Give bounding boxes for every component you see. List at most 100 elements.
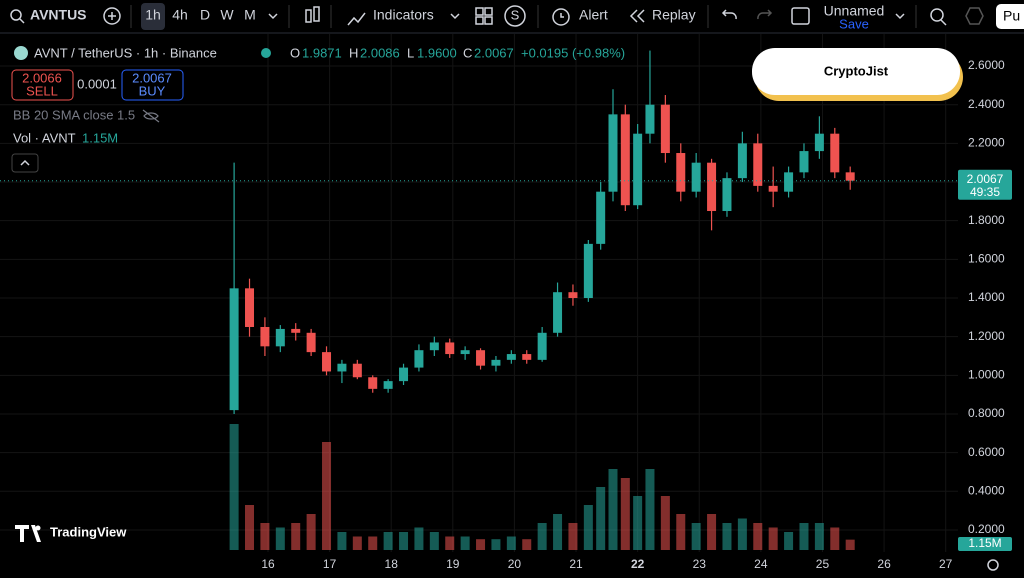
volume-bar xyxy=(608,469,618,550)
y-tick-label: 1.6000 xyxy=(968,252,1005,266)
volume-badge xyxy=(958,537,1012,551)
buy-label[interactable]: BUY xyxy=(139,83,166,98)
s-badge[interactable]: S xyxy=(511,7,520,22)
sell-price[interactable]: 2.0066 xyxy=(22,70,62,85)
y-tick-label: 1.8000 xyxy=(968,213,1005,227)
volume-bar xyxy=(676,514,686,550)
legend: AVNT / TetherUS · 1h · Binance O 1.9871 … xyxy=(11,45,625,173)
candle-body xyxy=(229,288,239,411)
alert-button[interactable]: Alert xyxy=(579,7,608,23)
candle-body xyxy=(784,172,794,192)
interval[interactable]: 4h xyxy=(172,7,188,23)
candle-body xyxy=(707,162,717,212)
ohlc-label: O xyxy=(290,45,300,60)
volume-bar xyxy=(352,536,362,550)
candle-body xyxy=(368,377,378,389)
candle-body xyxy=(768,185,778,192)
volume-bar xyxy=(830,527,840,550)
candle-body xyxy=(660,104,670,154)
volume-bar xyxy=(429,532,439,550)
volume-bar xyxy=(707,514,717,550)
volume-bar xyxy=(722,523,732,550)
ohlc-value: 2.0086 xyxy=(360,45,400,60)
x-tick-label: 18 xyxy=(385,557,399,571)
x-tick-label: 23 xyxy=(693,557,707,571)
candle-body xyxy=(506,354,516,360)
x-tick-label: 20 xyxy=(508,557,522,571)
volume-bar xyxy=(399,532,409,550)
vol-value: 1.15M xyxy=(82,130,118,145)
volume-bar xyxy=(814,523,824,550)
publish-button[interactable]: Pu xyxy=(1003,8,1020,24)
candle-body xyxy=(722,178,732,212)
layout-save[interactable]: Save xyxy=(839,16,869,31)
candle-body xyxy=(245,288,255,327)
volume-bar xyxy=(537,523,547,550)
replay-button[interactable]: Replay xyxy=(652,7,696,23)
x-tick-label: 21 xyxy=(569,557,583,571)
candle-body xyxy=(491,359,501,366)
x-tick-label: 17 xyxy=(323,557,337,571)
candle-body xyxy=(691,162,701,192)
volume-bar xyxy=(691,523,701,550)
candle-body xyxy=(799,151,809,173)
interval[interactable]: W xyxy=(220,7,234,23)
volume-bar xyxy=(229,424,239,550)
volume-bar xyxy=(491,539,501,550)
candle-body xyxy=(676,153,686,192)
y-tick-label: 1.0000 xyxy=(968,367,1005,381)
candle-body xyxy=(537,332,547,360)
x-tick-label: 27 xyxy=(939,557,953,571)
y-tick-label: 2.6000 xyxy=(968,58,1005,72)
volume-bar xyxy=(260,523,270,550)
ohlc-label: C xyxy=(463,45,472,60)
y-tick-label: 0.4000 xyxy=(968,483,1005,497)
volume-bar xyxy=(620,478,630,550)
ohlc-value: 1.9871 xyxy=(302,45,342,60)
sell-label[interactable]: SELL xyxy=(26,83,58,98)
cryptojist-logo: CryptoJist xyxy=(824,63,889,78)
candle-body xyxy=(633,133,643,206)
interval[interactable]: M xyxy=(244,7,256,23)
interval[interactable]: D xyxy=(200,7,210,23)
watermarks: TradingView CryptoJist xyxy=(15,48,963,542)
change: +0.0195 (+0.98%) xyxy=(521,45,625,60)
last-price-badge xyxy=(958,169,1012,200)
volume-bar xyxy=(596,487,606,550)
x-tick-label: 16 xyxy=(261,557,275,571)
volume-bar xyxy=(291,523,301,550)
toolbar: AVNTUS 1h 4h D W M Indicators S Alert Re… xyxy=(0,3,1024,34)
volume-bar xyxy=(633,496,643,550)
x-tick-label: 25 xyxy=(816,557,830,571)
volume-bar xyxy=(768,527,778,550)
candle-body xyxy=(460,350,470,355)
volume-bar xyxy=(245,505,255,550)
last-price-label: 2.0067 xyxy=(967,172,1004,186)
volume-bar xyxy=(414,527,424,550)
volume-bar xyxy=(522,539,532,550)
x-tick-label: 24 xyxy=(754,557,768,571)
candle-body xyxy=(845,172,855,181)
interval[interactable]: 1h xyxy=(145,7,161,23)
volume-bar xyxy=(337,532,347,550)
volume-bar xyxy=(737,518,747,550)
candle-body xyxy=(753,143,763,186)
candle-body xyxy=(399,367,409,382)
volume-bar xyxy=(660,496,670,550)
symbol[interactable]: AVNTUS xyxy=(30,7,87,23)
layout-name[interactable]: Unnamed xyxy=(824,3,885,19)
volume-bar xyxy=(460,536,470,550)
volume-bar xyxy=(445,536,455,550)
x-tick-label: 19 xyxy=(446,557,460,571)
volume-badge-label: 1.15M xyxy=(968,536,1001,550)
volume-bar xyxy=(845,539,855,550)
indicators-button[interactable]: Indicators xyxy=(373,7,434,23)
y-tick-label: 1.2000 xyxy=(968,329,1005,343)
volume-bar xyxy=(799,523,809,550)
buy-price[interactable]: 2.0067 xyxy=(132,70,172,85)
candle-body xyxy=(322,352,332,372)
candle-body xyxy=(737,143,747,179)
candle-body xyxy=(383,381,393,389)
y-tick-label: 1.4000 xyxy=(968,290,1005,304)
